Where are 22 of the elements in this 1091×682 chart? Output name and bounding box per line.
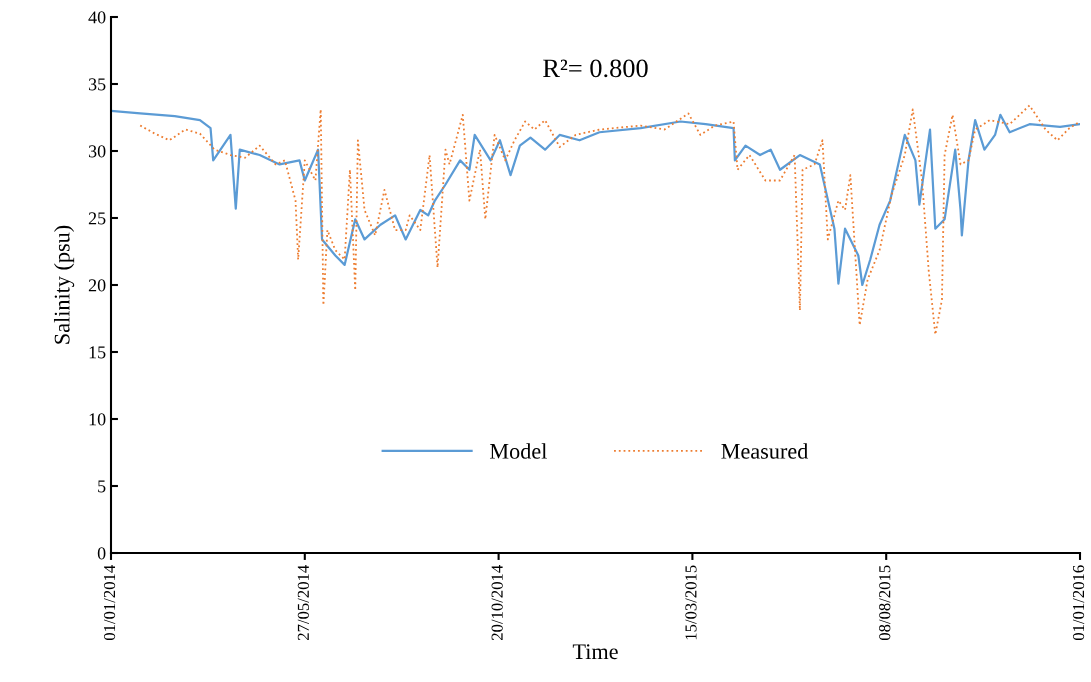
- y-tick-label: 35: [88, 78, 106, 91]
- line-series: [111, 109, 1080, 287]
- legend-label: Measured: [721, 443, 809, 459]
- y-tick-label: 20: [88, 279, 106, 292]
- x-tick-label: 01/01/2014: [103, 565, 116, 641]
- legend-label: Model: [489, 443, 547, 459]
- x-axis-title: Time: [572, 644, 618, 660]
- line-series: [139, 104, 1080, 336]
- y-tick-label: 40: [88, 11, 106, 24]
- y-tick-label: 10: [89, 413, 106, 426]
- y-tick-label: 30: [88, 145, 106, 158]
- x-tick-label: 27/05/2014: [297, 565, 309, 640]
- y-tick-label: 0: [97, 547, 106, 560]
- y-tick-label: 25: [88, 212, 106, 225]
- x-tick-label: 01/01/2016: [1072, 565, 1085, 641]
- x-tick-label: 20/10/2014: [491, 565, 503, 640]
- y-tick-label: 5: [98, 480, 106, 493]
- x-tick-label: 15/03/2015: [685, 565, 697, 640]
- annotation: R²= 0.800: [543, 59, 648, 78]
- x-tick-label: 08/08/2015: [879, 565, 891, 641]
- y-tick-label: 15: [89, 346, 106, 359]
- y-axis-title: Salinity (psu): [53, 225, 75, 344]
